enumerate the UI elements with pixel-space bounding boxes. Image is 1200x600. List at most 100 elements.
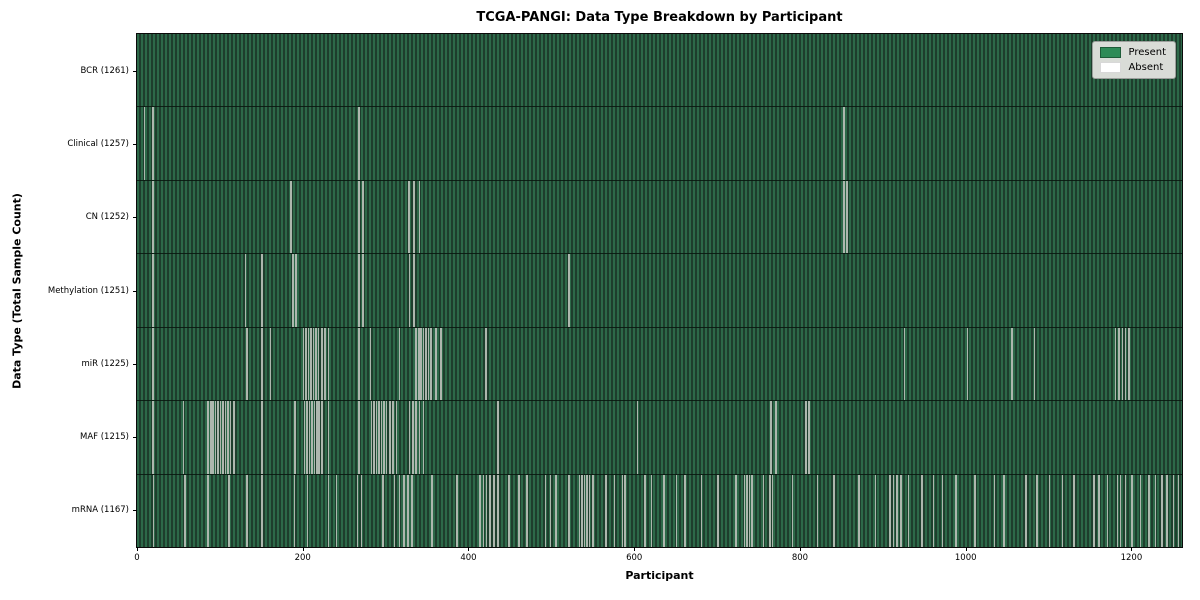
absent-stripe bbox=[261, 327, 263, 401]
absent-stripe bbox=[375, 401, 378, 474]
absent-stripe bbox=[151, 327, 154, 401]
absent-stripe bbox=[217, 401, 219, 474]
y-tick-label-maf: MAF (1215) bbox=[79, 432, 129, 443]
absent-stripe bbox=[261, 474, 263, 547]
x-tick-mark bbox=[468, 547, 470, 551]
absent-stripe bbox=[621, 474, 624, 547]
x-tick-label-1200: 1200 bbox=[1120, 553, 1143, 563]
absent-stripe bbox=[312, 327, 315, 401]
absent-stripe bbox=[320, 327, 323, 401]
absent-stripe bbox=[1098, 474, 1100, 547]
absent-stripe bbox=[378, 401, 380, 474]
y-tick-mark bbox=[133, 70, 137, 72]
row-cn bbox=[137, 180, 1182, 255]
absent-stripe bbox=[1161, 474, 1163, 547]
absent-stripe bbox=[1061, 474, 1064, 547]
absent-stripe bbox=[417, 327, 420, 401]
absent-stripe bbox=[246, 474, 248, 547]
absent-stripe bbox=[224, 401, 227, 474]
absent-stripe bbox=[233, 401, 235, 474]
y-axis-label: Data Type (Total Sample Count) bbox=[10, 193, 24, 389]
absent-stripe bbox=[954, 474, 957, 547]
x-tick-label-600: 600 bbox=[626, 553, 643, 563]
x-tick-label-0: 0 bbox=[134, 553, 140, 563]
absent-stripe bbox=[369, 327, 372, 401]
absent-stripe bbox=[1177, 474, 1180, 547]
absent-stripe bbox=[435, 327, 437, 401]
absent-stripe bbox=[493, 474, 495, 547]
absent-stripe bbox=[407, 474, 409, 547]
absent-stripe bbox=[392, 401, 394, 474]
x-tick-mark bbox=[965, 547, 967, 551]
absent-stripe bbox=[373, 401, 375, 474]
absent-stripe bbox=[700, 474, 703, 547]
absent-stripe bbox=[973, 474, 976, 547]
absent-stripe bbox=[843, 107, 845, 180]
absent-stripe bbox=[407, 180, 410, 254]
y-tick-label-mir: miR (1225) bbox=[81, 358, 129, 369]
absent-stripe bbox=[356, 474, 359, 547]
absent-stripe bbox=[746, 474, 748, 547]
legend-label: Present bbox=[1128, 47, 1166, 58]
absent-stripe bbox=[1124, 327, 1127, 401]
absent-stripe bbox=[874, 474, 877, 547]
x-tick-mark bbox=[634, 547, 636, 551]
absent-stripe bbox=[1116, 474, 1119, 547]
absent-stripe bbox=[294, 401, 297, 474]
absent-stripe bbox=[358, 254, 360, 327]
absent-stripe bbox=[311, 401, 313, 474]
y-tick-mark bbox=[133, 290, 137, 292]
absent-stripe bbox=[303, 401, 306, 474]
absent-stripe bbox=[588, 474, 591, 547]
absent-stripe bbox=[1148, 474, 1150, 547]
absent-stripe bbox=[567, 474, 570, 547]
chart-title: TCGA-PANGI: Data Type Breakdown by Parti… bbox=[476, 10, 843, 25]
absent-stripe bbox=[941, 474, 944, 547]
absent-stripe bbox=[1106, 474, 1109, 547]
absent-stripe bbox=[846, 180, 848, 254]
absent-stripe bbox=[209, 401, 212, 474]
absent-stripe bbox=[385, 401, 388, 474]
y-tick-label-mrna: mRNA (1167) bbox=[71, 505, 129, 516]
absent-stripe bbox=[415, 327, 418, 401]
absent-stripe bbox=[735, 474, 737, 547]
absent-stripe bbox=[395, 401, 398, 474]
absent-stripe bbox=[1048, 474, 1051, 547]
absent-stripe bbox=[1118, 327, 1120, 401]
absent-stripe bbox=[650, 474, 653, 547]
absent-stripe bbox=[482, 474, 485, 547]
absent-stripe bbox=[358, 401, 360, 474]
absent-stripe bbox=[398, 474, 401, 547]
absent-stripe bbox=[293, 474, 296, 547]
absent-stripe bbox=[415, 401, 418, 474]
absent-stripe bbox=[182, 401, 185, 474]
absent-stripe bbox=[816, 474, 819, 547]
legend-swatch-absent bbox=[1100, 62, 1122, 73]
absent-stripe bbox=[549, 474, 552, 547]
absent-stripe bbox=[1036, 474, 1038, 547]
absent-stripe bbox=[1073, 474, 1076, 547]
absent-stripe bbox=[567, 254, 570, 327]
absent-stripe bbox=[318, 401, 321, 474]
absent-stripe bbox=[1033, 327, 1036, 401]
absent-stripe bbox=[228, 474, 230, 547]
absent-stripe bbox=[485, 327, 487, 401]
absent-stripe bbox=[1166, 474, 1168, 547]
absent-stripe bbox=[1154, 474, 1157, 547]
absent-stripe bbox=[578, 474, 581, 547]
absent-stripe bbox=[358, 107, 360, 180]
absent-stripe bbox=[663, 474, 665, 547]
x-tick-label-400: 400 bbox=[460, 553, 477, 563]
absent-stripe bbox=[214, 401, 217, 474]
absent-stripe bbox=[508, 474, 510, 547]
absent-stripe bbox=[889, 474, 892, 547]
absent-stripe bbox=[762, 474, 765, 547]
absent-stripe bbox=[717, 474, 719, 547]
absent-stripe bbox=[412, 254, 415, 327]
absent-stripe bbox=[422, 327, 425, 401]
absent-stripe bbox=[388, 401, 391, 474]
absent-stripe bbox=[1093, 474, 1095, 547]
absent-stripe bbox=[362, 254, 364, 327]
absent-stripe bbox=[644, 474, 646, 547]
y-tick-mark bbox=[133, 510, 137, 512]
